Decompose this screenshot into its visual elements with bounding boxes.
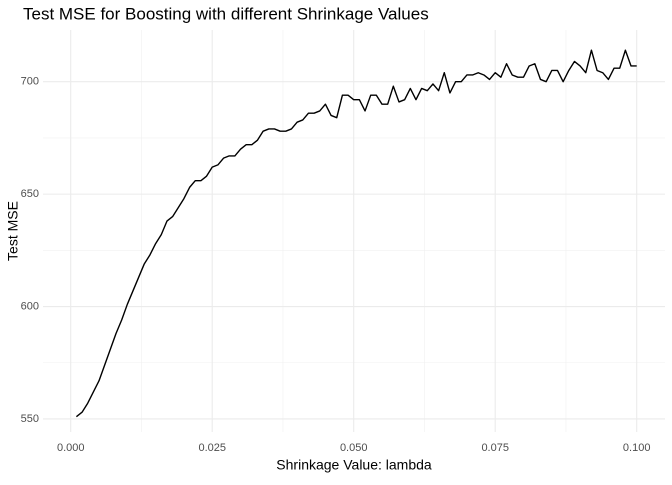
chart-title: Test MSE for Boosting with different Shr… (23, 4, 429, 23)
data-line (75, 49, 637, 418)
y-axis-title: Test MSE (5, 201, 21, 261)
x-axis-title: Shrinkage Value: lambda (276, 457, 432, 473)
x-tick-label: 0.100 (623, 442, 651, 454)
x-tick-label: 0.000 (57, 442, 85, 454)
y-tick-label: 650 (21, 188, 39, 200)
x-tick-label: 0.025 (198, 442, 226, 454)
x-tick-label: 0.050 (340, 442, 368, 454)
y-tick-label: 700 (21, 76, 39, 88)
x-tick-label: 0.075 (481, 442, 509, 454)
y-tick-label: 600 (21, 300, 39, 312)
y-tick-label: 550 (21, 413, 39, 425)
